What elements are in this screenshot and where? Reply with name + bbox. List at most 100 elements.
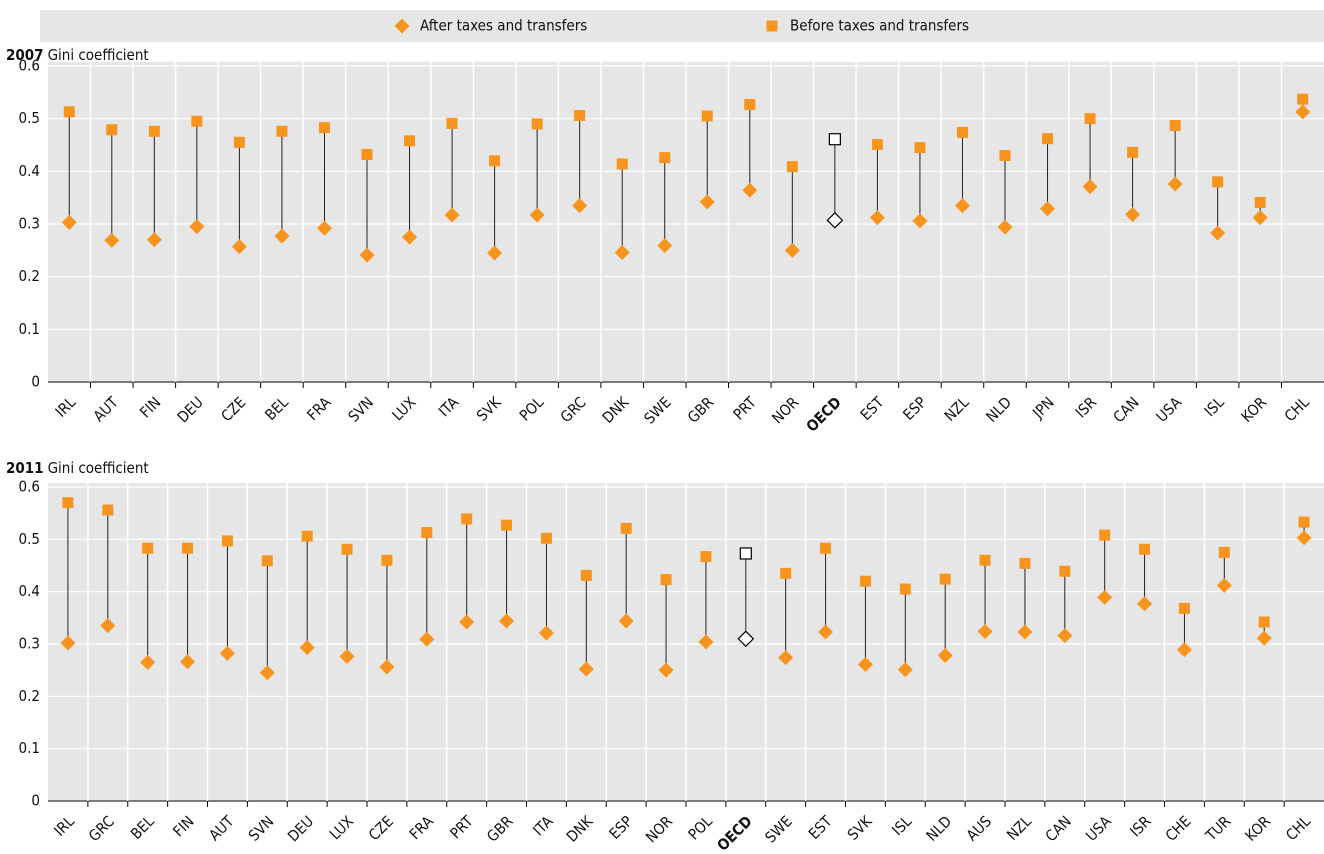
before-marker (62, 497, 74, 509)
x-tick-label: DEU (174, 393, 207, 426)
before-marker (1019, 557, 1031, 569)
before-marker (381, 554, 393, 566)
x-tick-label: NOR (768, 393, 802, 427)
after-marker (618, 613, 634, 629)
before-marker (828, 133, 841, 146)
panel-year: 2007 (6, 46, 44, 64)
x-tick-label: ESP (606, 812, 637, 843)
legend-label: After taxes and transfers (420, 17, 587, 35)
x-tick-label: FRA (406, 812, 437, 843)
after-marker (487, 245, 503, 261)
after-marker (1256, 630, 1272, 646)
x-tick-label: FIN (136, 393, 164, 421)
x-tick-label: BEL (261, 393, 292, 424)
y-axis-label: Gini coefficient (48, 46, 149, 64)
before-marker (361, 148, 373, 160)
before-marker (501, 519, 513, 531)
before-marker (182, 542, 194, 554)
after-marker (1295, 104, 1311, 120)
x-tick-label: AUS (963, 812, 995, 844)
after-marker (61, 214, 77, 230)
after-marker (1040, 201, 1056, 217)
before-marker (1084, 113, 1096, 125)
before-marker (1099, 529, 1111, 541)
x-tick-label: NZL (941, 393, 973, 425)
before-marker (1127, 146, 1139, 158)
after-marker (140, 654, 156, 670)
after-marker (578, 661, 594, 677)
before-marker (820, 542, 832, 554)
x-tick-label: KOR (1238, 393, 1271, 426)
y-tick-label: 0.3 (19, 635, 40, 653)
before-marker (780, 567, 792, 579)
y-tick-label: 0.3 (19, 215, 40, 233)
after-marker (1097, 589, 1113, 605)
x-tick-label: CAN (1042, 812, 1075, 845)
after-marker (1082, 179, 1098, 195)
x-tick-label: IRL (52, 393, 80, 421)
after-marker (1176, 642, 1192, 658)
before-marker (744, 98, 756, 110)
before-marker (1169, 120, 1181, 132)
before-marker (701, 110, 713, 122)
after-marker (1252, 210, 1268, 226)
y-tick-label: 0.1 (19, 320, 40, 338)
x-tick-label: LUX (326, 812, 357, 843)
x-tick-label: GBR (483, 812, 516, 845)
y-tick-label: 0.4 (19, 162, 40, 180)
legend-label: Before taxes and transfers (790, 17, 969, 35)
before-marker (63, 106, 75, 118)
x-tick-label: OECD (714, 812, 756, 854)
before-marker (446, 117, 458, 129)
y-axis-label: Gini coefficient (48, 459, 149, 477)
after-marker (818, 624, 834, 640)
x-tick-label: SVN (345, 393, 377, 425)
x-tick-label: NLD (982, 393, 1015, 426)
x-tick-label: GRC (85, 812, 118, 845)
after-marker (180, 654, 196, 670)
after-marker (459, 614, 475, 630)
x-tick-label: JPN (1028, 393, 1057, 422)
before-marker (191, 115, 203, 127)
y-tick-label: 0 (31, 792, 40, 810)
after-marker (742, 182, 758, 198)
after-marker (614, 244, 630, 260)
before-marker (859, 575, 871, 587)
before-marker (979, 554, 991, 566)
panel-title: 2007 Gini coefficient (6, 46, 149, 64)
before-marker (899, 583, 911, 595)
after-marker (1017, 624, 1033, 640)
legend-background (40, 10, 1324, 42)
x-tick-label: IRL (50, 812, 78, 840)
after-marker (954, 198, 970, 214)
before-marker (261, 555, 273, 567)
x-tick-label: NLD (923, 812, 956, 845)
before-marker (1042, 133, 1054, 145)
after-marker (937, 648, 953, 664)
x-tick-label: ISL (1201, 393, 1228, 420)
after-marker (1167, 176, 1183, 192)
after-marker (698, 634, 714, 650)
x-tick-label: ESP (899, 393, 930, 424)
before-marker (580, 569, 592, 581)
after-marker (100, 618, 116, 634)
after-marker (529, 207, 545, 223)
after-marker (912, 213, 928, 229)
before-marker (700, 551, 712, 563)
before-marker (1254, 196, 1266, 208)
after-marker (299, 640, 315, 656)
after-marker (778, 650, 794, 666)
after-marker (219, 645, 235, 661)
x-tick-label: CZE (217, 393, 249, 425)
x-tick-label: EST (857, 393, 888, 424)
x-tick-label: ISL (888, 812, 915, 839)
after-marker (699, 194, 715, 210)
after-marker (1296, 530, 1312, 546)
before-marker (1059, 565, 1071, 577)
after-marker (259, 665, 275, 681)
after-marker (60, 635, 76, 651)
x-tick-label: ITA (529, 812, 557, 840)
before-marker (939, 573, 951, 585)
y-tick-label: 0.6 (19, 57, 40, 75)
x-tick-label: GBR (684, 393, 717, 426)
